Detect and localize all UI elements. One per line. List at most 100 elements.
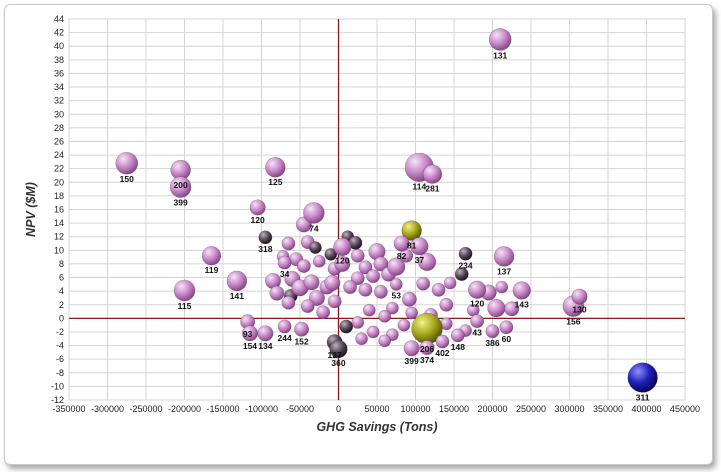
bubble-label: 152 — [294, 336, 308, 346]
y-tick-label: 4 — [59, 286, 64, 296]
y-tick-label: 30 — [54, 109, 64, 119]
bubble-label: 120 — [251, 215, 265, 225]
bubble-point — [334, 255, 351, 272]
bubble-label: 37 — [415, 255, 425, 265]
bubble-point — [277, 319, 292, 334]
x-tick-label: 150000 — [439, 404, 469, 414]
bubble-label: 148 — [451, 342, 465, 352]
bubble-point — [458, 246, 473, 261]
bubble-point — [329, 339, 348, 359]
bubble-point — [296, 259, 311, 273]
x-tick-label: -150000 — [206, 404, 239, 414]
bubble-point — [403, 340, 420, 357]
bubble-label: 318 — [258, 244, 272, 254]
bubble-point — [327, 294, 342, 309]
y-tick-label: 12 — [54, 232, 64, 242]
bubble-point — [485, 324, 500, 339]
bubble-point — [358, 282, 373, 297]
y-tick-label: 10 — [54, 245, 64, 255]
bubble-label: 81 — [407, 240, 417, 250]
bubble-label: 93 — [243, 329, 253, 339]
bubble-point — [277, 255, 292, 270]
bubble-label: 360 — [331, 358, 345, 368]
bubble-point — [173, 279, 196, 302]
y-tick-label: 18 — [54, 191, 64, 201]
bubble-label: 206 — [420, 344, 434, 354]
x-tick-label: 100000 — [400, 404, 430, 414]
y-tick-label: 32 — [54, 96, 64, 106]
bubble-point — [419, 340, 435, 356]
x-tick-label: 400000 — [631, 404, 661, 414]
y-tick-label: 26 — [54, 136, 64, 146]
y-tick-label: 24 — [54, 150, 64, 160]
bubble-point — [226, 270, 248, 292]
bubble-label: 130 — [572, 304, 586, 314]
bubble-point — [435, 334, 450, 349]
x-tick-label: -100000 — [245, 404, 278, 414]
bubble-label: 399 — [405, 356, 419, 366]
bubble-point — [387, 257, 406, 276]
bubble-point — [443, 276, 457, 290]
bubble-point — [294, 321, 309, 337]
x-tick-label: 350000 — [593, 404, 623, 414]
x-tick-label: 300000 — [554, 404, 584, 414]
y-tick-label: -2 — [56, 327, 64, 337]
x-tick-label: 250000 — [516, 404, 546, 414]
bubble-label: 120 — [335, 256, 349, 266]
bubble-label: 399 — [174, 197, 188, 207]
chart-frame: -350000 -300000 -250000 -200000 -150000 -1000… — [4, 4, 713, 465]
bubble-label: 386 — [485, 338, 499, 348]
bubble-point — [487, 299, 506, 318]
bubble-label: 134 — [258, 341, 272, 351]
bubble-point — [504, 301, 520, 317]
bubble-label: 53 — [392, 290, 402, 300]
bubble-label: 119 — [205, 265, 219, 275]
bubble-label: 82 — [397, 251, 407, 261]
bubble-point — [281, 295, 296, 310]
y-tick-label: 42 — [54, 28, 64, 38]
bubble-point — [366, 269, 381, 284]
bubble-label: 141 — [230, 291, 244, 301]
bubble-label: 115 — [178, 301, 192, 311]
bubble-label: 120 — [470, 299, 484, 309]
bubble-label: 154 — [243, 341, 257, 351]
y-tick-label: 44 — [54, 14, 64, 24]
y-tick-label: -8 — [56, 368, 64, 378]
y-axis-title: NPV ($M) — [24, 182, 38, 237]
bubble-point — [303, 202, 325, 224]
y-tick-label: 34 — [54, 82, 64, 92]
bubble-point — [627, 362, 658, 393]
bubble-point — [316, 305, 330, 320]
bubble-point — [355, 332, 368, 346]
y-tick-label: 20 — [54, 177, 64, 187]
bubble-point — [422, 164, 443, 184]
y-tick-label: -4 — [56, 341, 64, 351]
bubble-point — [386, 301, 399, 315]
x-tick-label: -300000 — [91, 404, 124, 414]
bubble-label: 114 — [412, 182, 426, 192]
bubble-label: 60 — [502, 334, 512, 344]
bubble-point — [269, 285, 285, 301]
bubble-label: 143 — [515, 299, 529, 309]
x-tick-label: -350000 — [52, 404, 85, 414]
bubble-point — [366, 325, 380, 339]
bubble-point — [571, 288, 588, 305]
bubble-point — [389, 277, 403, 291]
y-tick-label: 28 — [54, 123, 64, 133]
bubble-point — [201, 246, 222, 266]
bubble-point — [470, 314, 484, 328]
bubble-point — [350, 271, 365, 286]
bubble-point — [333, 237, 352, 257]
y-tick-label: 22 — [54, 164, 64, 174]
bubble-label: 244 — [278, 333, 292, 343]
bubble-point — [493, 246, 515, 267]
bubble-point — [499, 320, 514, 335]
x-tick-label: 50000 — [364, 404, 389, 414]
x-tick-label: 0 — [336, 404, 341, 414]
bubble-point — [468, 280, 487, 299]
x-tick-label: -250000 — [129, 404, 162, 414]
bubble-point — [241, 325, 258, 342]
x-tick-label: 450000 — [670, 404, 700, 414]
bubble-point — [431, 282, 446, 297]
bubble-point — [405, 306, 419, 320]
